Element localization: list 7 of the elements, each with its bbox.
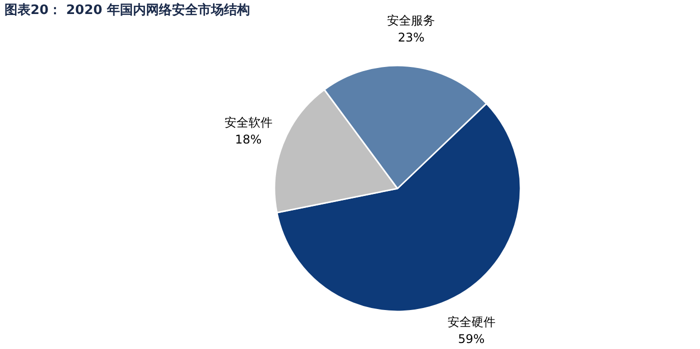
chart-title: 图表20： 2020 年国内网络安全市场结构 bbox=[4, 2, 250, 18]
data-label: 18% bbox=[234, 132, 262, 146]
slice-label: 安全服务 bbox=[387, 14, 436, 28]
data-label: 23% bbox=[398, 30, 424, 45]
slice-label: 安全硬件 bbox=[447, 314, 496, 329]
data-label: 59% bbox=[458, 332, 485, 346]
slice-label: 安全软件 bbox=[224, 115, 272, 130]
